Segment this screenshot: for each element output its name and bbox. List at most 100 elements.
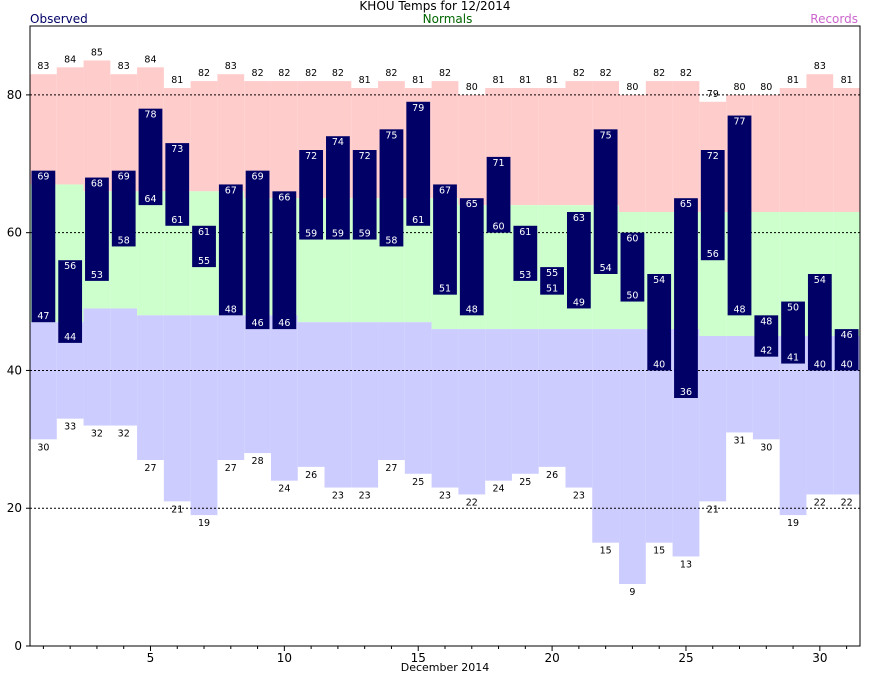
record-low-label-day-24: 15: [653, 546, 665, 557]
x-tick-label-5: 5: [147, 651, 155, 665]
record-low-label-day-23: 9: [629, 587, 635, 598]
observed-low-label-day-18: 60: [493, 222, 505, 233]
record-low-band-day-6: [163, 315, 191, 502]
record-high-label-day-17: 80: [466, 82, 478, 93]
observed-low-label-day-19: 53: [519, 270, 531, 281]
record-low-band-day-12: [324, 322, 352, 488]
observed-high-label-day-12: 74: [332, 137, 344, 148]
x-tick-label-30: 30: [812, 651, 827, 665]
record-low-label-day-3: 32: [91, 429, 103, 440]
record-high-label-day-30: 83: [814, 61, 826, 72]
observed-high-label-day-25: 65: [680, 199, 692, 210]
legend-observed: Observed: [30, 12, 88, 26]
record-high-label-day-20: 81: [546, 75, 558, 86]
observed-low-label-day-17: 48: [466, 304, 478, 315]
record-high-label-day-5: 84: [144, 54, 156, 65]
observed-high-label-day-21: 63: [573, 213, 585, 224]
observed-low-label-day-3: 53: [91, 270, 103, 281]
observed-high-label-day-24: 54: [653, 275, 665, 286]
record-low-band-day-18: [485, 329, 512, 481]
observed-bar-day-2: [58, 260, 83, 343]
observed-bar-day-1: [31, 170, 56, 323]
x-tick-label-20: 20: [544, 651, 559, 665]
record-low-label-day-31: 22: [841, 497, 853, 508]
chart-title: KHOU Temps for 12/2014: [359, 0, 511, 13]
observed-low-label-day-23: 50: [626, 291, 638, 302]
record-high-band-day-29: [779, 88, 807, 212]
record-high-band-day-31: [833, 88, 860, 212]
observed-bar-day-11: [299, 150, 324, 240]
record-high-band-day-19: [511, 88, 539, 206]
record-low-band-day-20: [538, 329, 566, 467]
observed-bar-day-27: [727, 115, 752, 316]
value-labels-layer: 69 47 83 30 56 44 84 33 68 53 85 32 69 58 83 32 78 64 84 27…: [37, 47, 852, 598]
observed-low-label-day-1: 47: [37, 311, 49, 322]
y-tick-label-20: 20: [7, 501, 22, 515]
record-high-label-day-27: 80: [733, 82, 745, 93]
record-high-band-day-7: [190, 81, 218, 192]
observed-high-label-day-29: 50: [787, 303, 799, 314]
record-low-label-day-16: 23: [439, 491, 451, 502]
record-high-label-day-11: 82: [305, 68, 317, 79]
record-high-label-day-24: 82: [653, 68, 665, 79]
observed-low-label-day-13: 59: [359, 229, 371, 240]
y-tick-label-40: 40: [7, 363, 22, 377]
record-low-label-day-1: 30: [37, 442, 49, 453]
record-high-label-day-19: 81: [519, 75, 531, 86]
observed-high-label-day-22: 75: [600, 130, 612, 141]
record-low-band-day-1: [30, 322, 57, 440]
record-high-label-day-18: 81: [493, 75, 505, 86]
observed-bar-day-22: [593, 129, 618, 274]
observed-high-label-day-1: 69: [37, 172, 49, 183]
observed-high-label-day-4: 69: [118, 172, 130, 183]
observed-high-label-day-16: 67: [439, 185, 451, 196]
record-high-label-day-13: 81: [359, 75, 371, 86]
record-high-band-day-28: [752, 94, 780, 212]
observed-bar-day-12: [326, 136, 350, 240]
observed-low-label-day-12: 59: [332, 229, 344, 240]
record-low-label-day-7: 19: [198, 518, 210, 529]
record-low-band-day-23: [619, 329, 646, 584]
observed-high-label-day-30: 54: [814, 275, 826, 286]
x-tick-label-15: 15: [411, 651, 426, 665]
observed-low-label-day-28: 42: [760, 346, 772, 357]
record-high-label-day-22: 82: [600, 68, 612, 79]
y-tick-label-60: 60: [7, 226, 22, 240]
observed-high-label-day-20: 55: [546, 268, 558, 279]
record-low-label-day-10: 24: [278, 484, 290, 495]
x-axis-label: December 2014: [400, 661, 490, 674]
record-high-band-day-16: [431, 81, 459, 199]
observed-high-label-day-10: 66: [278, 192, 290, 203]
observed-bar-day-6: [165, 143, 190, 226]
record-low-label-day-15: 25: [412, 477, 424, 488]
observed-high-label-day-26: 72: [707, 151, 719, 162]
record-low-label-day-30: 22: [814, 497, 826, 508]
observed-low-label-day-22: 54: [600, 263, 612, 274]
record-high-label-day-1: 83: [37, 61, 49, 72]
observed-high-label-day-7: 61: [198, 227, 210, 238]
record-low-band-day-5: [137, 315, 164, 460]
observed-low-label-day-14: 58: [385, 235, 397, 246]
axes-layer: 0 20 40 60 80 5 10 15 20 25 30: [7, 25, 861, 665]
observed-bar-day-7: [192, 225, 216, 268]
record-low-band-day-19: [511, 329, 539, 474]
legend-records: Records: [810, 12, 858, 26]
record-low-label-day-13: 23: [359, 491, 371, 502]
record-low-band-day-9: [244, 315, 271, 454]
observed-bar-day-29: [781, 301, 805, 364]
record-low-band-day-7: [190, 315, 218, 516]
record-high-label-day-29: 81: [787, 75, 799, 86]
record-low-label-day-2: 33: [64, 422, 76, 433]
record-low-band-day-15: [404, 322, 432, 474]
record-low-band-day-21: [565, 329, 593, 488]
record-high-label-day-14: 82: [385, 68, 397, 79]
record-high-label-day-8: 83: [225, 61, 237, 72]
record-low-band-day-13: [351, 322, 379, 488]
observed-low-label-day-9: 46: [252, 318, 264, 329]
observed-high-label-day-8: 67: [225, 185, 237, 196]
record-low-band-day-22: [592, 329, 620, 543]
observed-high-label-day-13: 72: [359, 151, 371, 162]
observed-bars-layer: [31, 101, 859, 398]
record-low-label-day-29: 19: [787, 518, 799, 529]
observed-high-label-day-31: 46: [841, 330, 853, 341]
